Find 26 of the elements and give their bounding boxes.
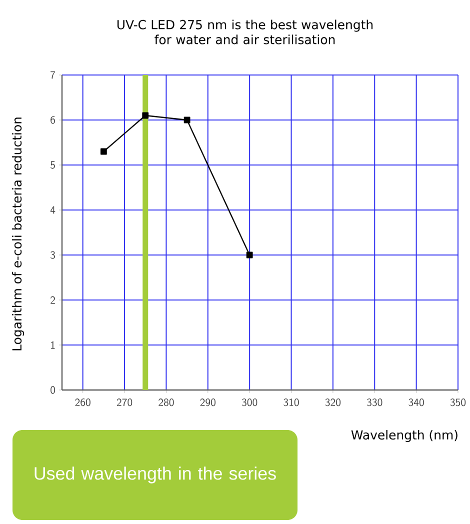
x-tick-label: 350 (450, 398, 466, 406)
y-tick-label: 6 (50, 116, 55, 124)
x-tick-label: 280 (158, 398, 174, 406)
point (142, 112, 149, 119)
chart-title: UV-C LED 275 nm is the best wavelength for water and air sterilisation (117, 20, 373, 44)
x-tick-label: 290 (200, 398, 216, 406)
point (100, 148, 107, 155)
x-tick-label: 300 (242, 398, 258, 406)
x-tick-label: 320 (325, 398, 341, 406)
y-tick-label: 7 (50, 71, 56, 79)
x-tick-label: 310 (284, 398, 299, 406)
y-tick-label: 2 (50, 296, 55, 304)
y-tick-label: 1 (51, 341, 55, 349)
point (246, 252, 253, 258)
x-tick-label: 270 (116, 398, 132, 406)
point (184, 116, 190, 124)
y-tick-label: 3 (50, 251, 56, 259)
y-tick-label: 0 (50, 386, 56, 394)
x-tick-label: 340 (408, 398, 424, 406)
y-tick-label: 5 (50, 161, 55, 169)
x-tick-label: 260 (75, 398, 90, 406)
y-axis-title: Logarithm of e-coli bacteria reduction (12, 118, 24, 350)
x-axis-title: Wavelength (nm) (351, 430, 458, 442)
text: Used wavelength in the series (34, 466, 276, 484)
x-tick-label: 330 (367, 398, 382, 406)
y-tick-label: 4 (50, 206, 56, 214)
